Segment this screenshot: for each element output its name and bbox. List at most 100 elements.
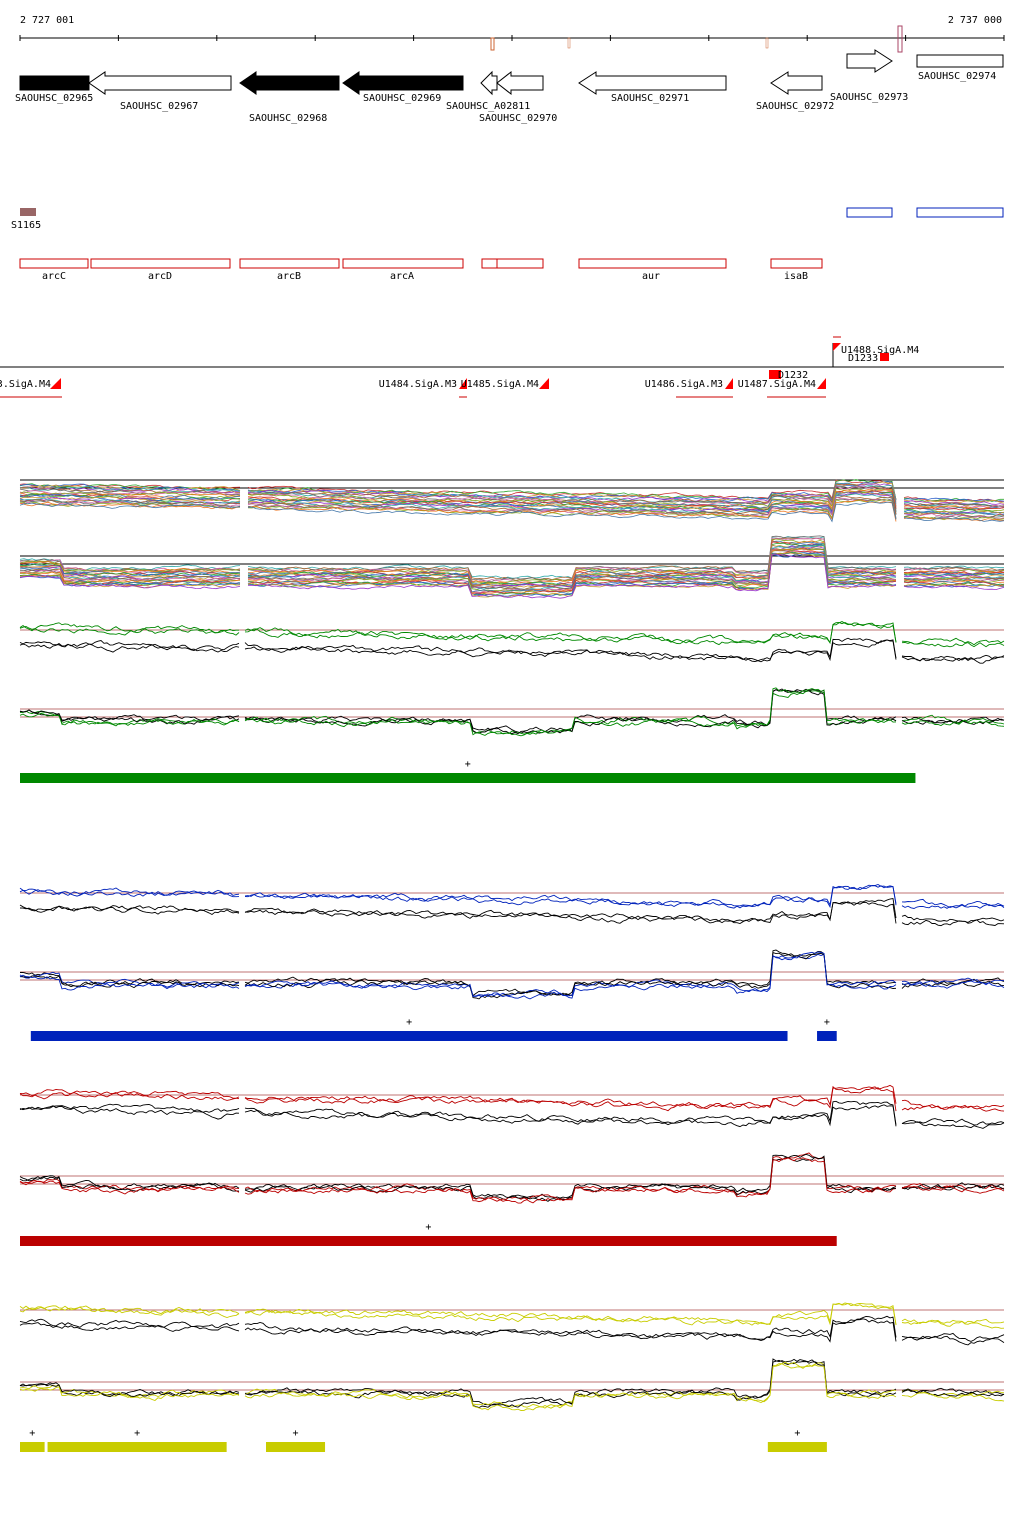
gene-box[interactable] [496,258,544,269]
condition-panel-red [19,1084,1005,1204]
promoter-flag[interactable] [50,378,61,389]
promoter-flag[interactable] [459,378,467,389]
gene-arrow[interactable] [770,71,823,95]
feature-box[interactable] [846,207,893,218]
segment-bar-blue[interactable] [30,1031,788,1041]
gene-name-label: aur [642,271,660,282]
coordinate-ruler: 2 727 001 2 737 000 [19,15,1005,53]
condition-trace [19,953,1005,997]
marker-box [567,37,571,49]
segment-strand: + [425,1222,431,1233]
promoter-track: U1483.SigA.M4 U1484.SigA.M3 U1485.SigA.M… [0,336,1004,398]
reference-trace [19,897,1005,923]
gene-arrow[interactable] [916,54,1004,68]
sample-trace [19,490,1005,516]
condition-trace [19,1361,1005,1411]
gene-arrow[interactable] [342,71,464,95]
gene-arrow[interactable] [578,71,727,95]
gene-arrow-track: SAOUHSC_02965 SAOUHSC_02967 SAOUHSC_0296… [15,49,1004,124]
reference-trace [19,1153,1005,1202]
gene-box[interactable] [578,258,727,269]
segment-bar-red[interactable] [20,1236,837,1246]
gene-arrow[interactable] [846,49,893,73]
marker-box [765,37,769,49]
ruler-ticks [19,35,1005,41]
reference-trace [19,1315,1005,1342]
segment-bar-blue[interactable] [817,1031,837,1041]
segment-strand: + [29,1428,35,1439]
gene-arrow[interactable] [239,71,340,95]
gene-box[interactable] [342,258,464,269]
condition-trace [19,1302,1005,1326]
segment-bars: + + + + + + + + [20,759,916,1452]
reference-trace [19,637,1005,662]
promoter-flag[interactable] [833,343,841,351]
gene-box[interactable] [770,258,823,269]
gene-arrow[interactable] [496,70,544,96]
gene-name-label: isaB [784,271,808,282]
condition-trace [19,884,1005,909]
marker-box [897,25,903,53]
condition-trace [19,687,1005,737]
segment-bar-yellow[interactable] [20,1442,45,1452]
reference-trace [19,951,1005,1000]
gene-name-label: arcC [42,271,66,282]
segment-bar-yellow[interactable] [266,1442,326,1452]
ruler-start-label: 2 727 001 [20,15,74,26]
gene-arrow[interactable] [480,70,498,96]
condition-trace [19,1084,1005,1110]
reference-trace [19,1318,1005,1346]
gene-label: SAOUHSC_02968 [249,113,327,124]
gene-box[interactable] [481,258,498,269]
gene-label: SAOUHSC_02972 [756,101,834,112]
promoter-flag[interactable] [817,378,826,389]
segment-bar-yellow[interactable] [767,1442,827,1452]
segment-strand: + [824,1017,830,1028]
downstream-label: D1232 [778,370,808,381]
gene-name-label: arcA [390,271,414,282]
condition-trace [19,622,1005,648]
gene-label: SAOUHSC_A02811 [446,101,530,112]
ruler-end-label: 2 737 000 [948,15,1002,26]
condition-trace [19,1302,1005,1329]
gene-label: SAOUHSC_02974 [918,71,996,82]
segment-strand: + [293,1428,299,1439]
multi-sample-panel-upper [19,479,1005,523]
downstream-box[interactable] [880,353,889,361]
feature-box[interactable] [916,207,1004,218]
gene-label: SAOUHSC_02965 [15,93,93,104]
gene-label: SAOUHSC_02971 [611,93,689,104]
downstream-label: D1233 [848,353,878,364]
gene-name-track: arcC arcD arcB arcA aur isaB [19,258,823,282]
gene-box[interactable] [19,258,89,269]
reference-trace [19,1104,1005,1129]
promoter-label: U1485.SigA.M4 [461,379,539,390]
sample-trace [19,485,1005,508]
reference-trace [19,639,1004,664]
gene-box[interactable] [90,258,231,269]
reference-trace [19,1154,1005,1201]
segment-bar-yellow[interactable] [47,1442,227,1452]
promoter-flag[interactable] [725,378,733,389]
downstream-box[interactable] [769,370,781,379]
segment-strand: + [406,1017,412,1028]
feature-box-s1165[interactable] [20,208,36,216]
condition-trace [19,620,1005,646]
segment-strand: + [794,1428,800,1439]
condition-trace [19,1085,1005,1112]
reference-trace [19,688,1005,735]
segment-bar-green[interactable] [20,773,916,783]
gene-arrow[interactable] [19,75,90,91]
promoter-flag[interactable] [539,378,549,389]
gene-name-label: arcB [277,271,301,282]
promoter-label: U1484.SigA.M3 [379,379,457,390]
gene-box[interactable] [239,258,340,269]
segment-strand: + [134,1428,140,1439]
marker-box [490,37,495,51]
feature-track: S1165 [11,207,1004,231]
condition-trace [19,1157,1005,1204]
gene-arrow[interactable] [88,71,232,95]
gene-name-label: arcD [148,271,172,282]
reference-trace [19,689,1005,734]
